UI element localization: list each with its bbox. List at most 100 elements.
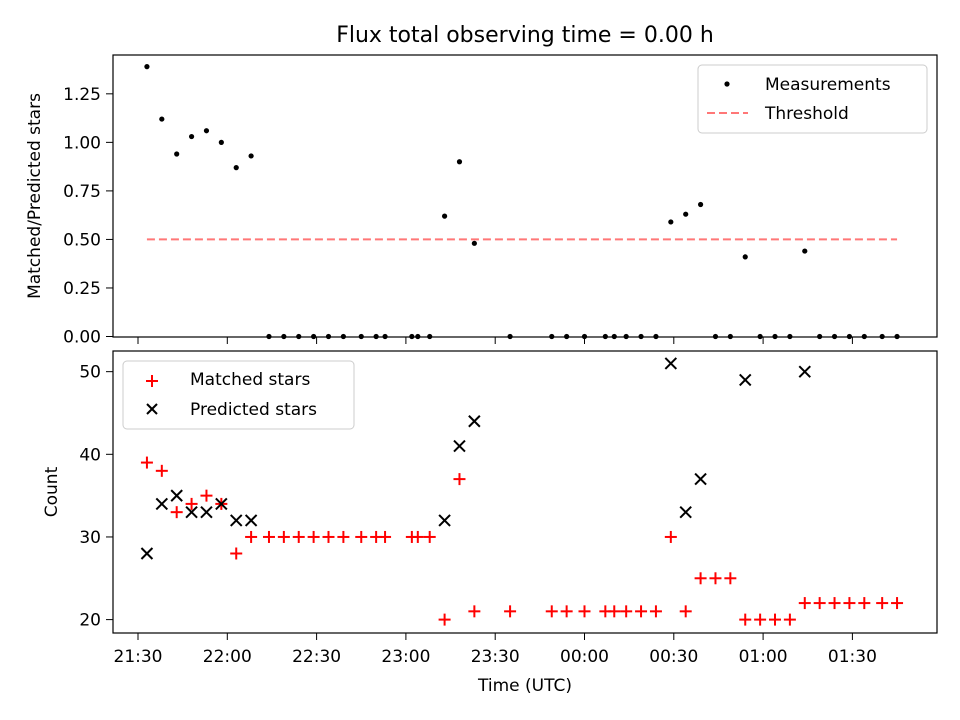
matched-star-point	[739, 613, 752, 626]
matched-star-point	[578, 605, 591, 618]
measurement-point	[144, 64, 150, 70]
matched-star-point	[828, 597, 841, 610]
bottom-x-tick-label: 00:00	[560, 647, 609, 667]
matched-star-point	[185, 497, 198, 510]
chart-title: Flux total observing time = 0.00 h	[336, 23, 714, 48]
top-x-axis	[137, 337, 853, 344]
top-y-tick-label: 1.00	[63, 133, 101, 153]
matched-star-point	[230, 547, 243, 560]
measurement-point	[441, 213, 448, 219]
measurement-point	[668, 219, 674, 225]
predicted-star-point	[185, 505, 198, 519]
bottom-y-tick-label: 50	[79, 363, 101, 383]
bottom-x-tick-label: 01:30	[828, 647, 877, 667]
matched-star-point	[423, 530, 436, 543]
top-y-tick-label: 1.25	[63, 85, 101, 105]
matched-star-point	[783, 613, 796, 626]
matched-star-point	[170, 506, 183, 519]
legend-label-measurements: Measurements	[765, 75, 891, 95]
matched-star-point	[843, 597, 856, 610]
measurement-point	[233, 165, 239, 171]
top-axes-frame	[112, 54, 938, 338]
measurement-point	[683, 211, 689, 217]
bottom-x-tick-label: 01:00	[739, 647, 788, 667]
bottom-x-tick-label: 21:30	[114, 647, 163, 667]
matched-star-point	[262, 530, 275, 543]
measurement-point	[742, 254, 748, 260]
measurement-point	[174, 151, 180, 157]
predicted-star-point	[798, 365, 811, 378]
predicted-star-point	[679, 505, 692, 519]
legend-label-predicted: Predicted stars	[190, 400, 317, 420]
measurement-point	[802, 248, 808, 254]
legend-marker-measurements	[724, 81, 730, 87]
matched-star-point	[608, 605, 621, 618]
predicted-star-point	[140, 547, 154, 560]
bottom-x-tick-label: 00:30	[649, 647, 698, 667]
top-y-tick-label: 0.25	[63, 279, 101, 299]
bottom-legend-frame	[122, 360, 355, 430]
top-legend: Measurements Threshold	[697, 64, 928, 134]
matched-star-point	[679, 605, 692, 618]
legend-label-matched: Matched stars	[190, 370, 310, 390]
matched-star-point	[709, 572, 722, 585]
bottom-y-tick-label: 20	[79, 611, 101, 631]
matched-star-point	[620, 605, 633, 618]
legend-label-threshold: Threshold	[764, 104, 849, 124]
predicted-star-point	[170, 489, 183, 502]
matched-star-point	[813, 597, 826, 610]
bottom-x-axis: 21:30 22:00 22:30 23:00 23:30 00:00 00:30 01:00…	[114, 633, 877, 667]
bottom-axes-frame	[112, 350, 938, 634]
bottom-y-axis-label: Count	[42, 466, 62, 517]
bottom-x-tick-label: 22:00	[203, 647, 252, 667]
measurement-point	[248, 153, 254, 159]
top-y-tick-label: 0.00	[63, 328, 101, 348]
matched-star-point	[545, 605, 558, 618]
measurement-point	[188, 133, 195, 140]
matched-star-point	[798, 597, 811, 610]
predicted-star-point	[468, 415, 481, 428]
top-legend-frame	[697, 64, 928, 134]
predicted-star-point	[739, 373, 752, 387]
matched-star-point	[355, 530, 368, 543]
bottom-x-tick-label: 23:30	[471, 647, 520, 667]
legend-marker-matched	[146, 375, 158, 387]
matched-star-point	[322, 530, 335, 543]
bottom-legend: Matched stars Predicted stars	[122, 360, 355, 430]
matched-star-point	[769, 613, 782, 626]
predicted-star-point	[155, 497, 169, 511]
matched-star-point	[891, 597, 904, 610]
top-y-tick-label: 0.50	[63, 230, 101, 250]
top-y-tick-label: 0.75	[63, 182, 101, 202]
matched-star-point	[649, 605, 662, 618]
matched-star-point	[724, 572, 737, 585]
matched-star-point	[277, 530, 290, 543]
bottom-x-axis-label: Time (UTC)	[477, 676, 572, 696]
matched-star-point	[307, 530, 320, 543]
matched-star-point	[876, 597, 889, 610]
matched-star-point	[140, 456, 153, 469]
matched-star-point	[245, 530, 258, 543]
bottom-x-tick-label: 22:30	[292, 647, 341, 667]
matched-star-point	[560, 605, 573, 618]
predicted-star-point	[438, 514, 451, 527]
matched-star-point	[292, 530, 305, 543]
matched-star-point	[664, 530, 677, 543]
matched-star-point	[858, 597, 871, 610]
matched-star-point	[438, 613, 451, 626]
measurement-point	[471, 240, 477, 246]
top-y-axis-label: Matched/Predicted stars	[25, 93, 45, 299]
matched-star-point	[379, 530, 392, 543]
measurement-point	[203, 128, 210, 134]
bottom-y-tick-label: 40	[79, 445, 101, 465]
measurement-point	[159, 116, 165, 122]
matched-star-point	[754, 613, 767, 626]
matched-star-point	[694, 572, 707, 585]
matched-star-point	[337, 530, 350, 543]
matched-star-point	[155, 464, 168, 477]
predicted-star-point	[453, 439, 466, 453]
matched-star-point	[200, 489, 213, 502]
predicted-star-point	[664, 357, 678, 370]
predicted-star-point	[244, 514, 258, 527]
